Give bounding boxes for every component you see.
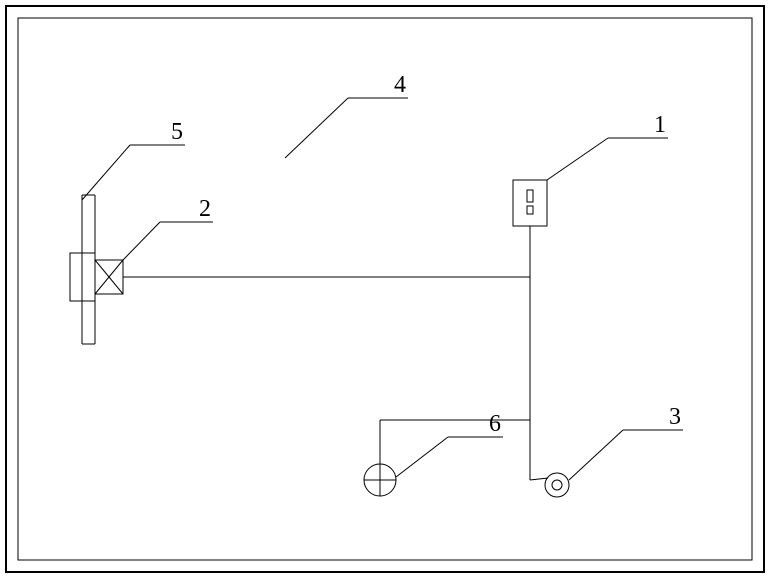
label-2: 2 bbox=[199, 196, 211, 222]
branch-to-6 bbox=[380, 420, 530, 464]
label-5: 5 bbox=[171, 119, 183, 145]
leader-3: 3 bbox=[569, 404, 683, 480]
technical-drawing: 1 2 3 4 5 6 bbox=[0, 0, 770, 578]
part-1-box bbox=[513, 180, 547, 226]
part-3-circle bbox=[530, 473, 569, 497]
leader-1: 1 bbox=[547, 112, 668, 180]
part-6-circle bbox=[364, 464, 396, 496]
label-6: 6 bbox=[489, 411, 501, 437]
leader-5: 5 bbox=[82, 119, 185, 200]
label-4: 4 bbox=[394, 72, 406, 98]
part-5-disc bbox=[70, 195, 95, 344]
label-1: 1 bbox=[654, 112, 666, 138]
leader-2: 2 bbox=[123, 196, 213, 260]
label-3: 3 bbox=[669, 404, 681, 430]
part-2-box bbox=[95, 260, 123, 294]
outer-frame bbox=[6, 6, 764, 572]
inner-frame bbox=[18, 18, 752, 560]
leader-6: 6 bbox=[396, 411, 503, 477]
leader-4: 4 bbox=[285, 72, 408, 158]
